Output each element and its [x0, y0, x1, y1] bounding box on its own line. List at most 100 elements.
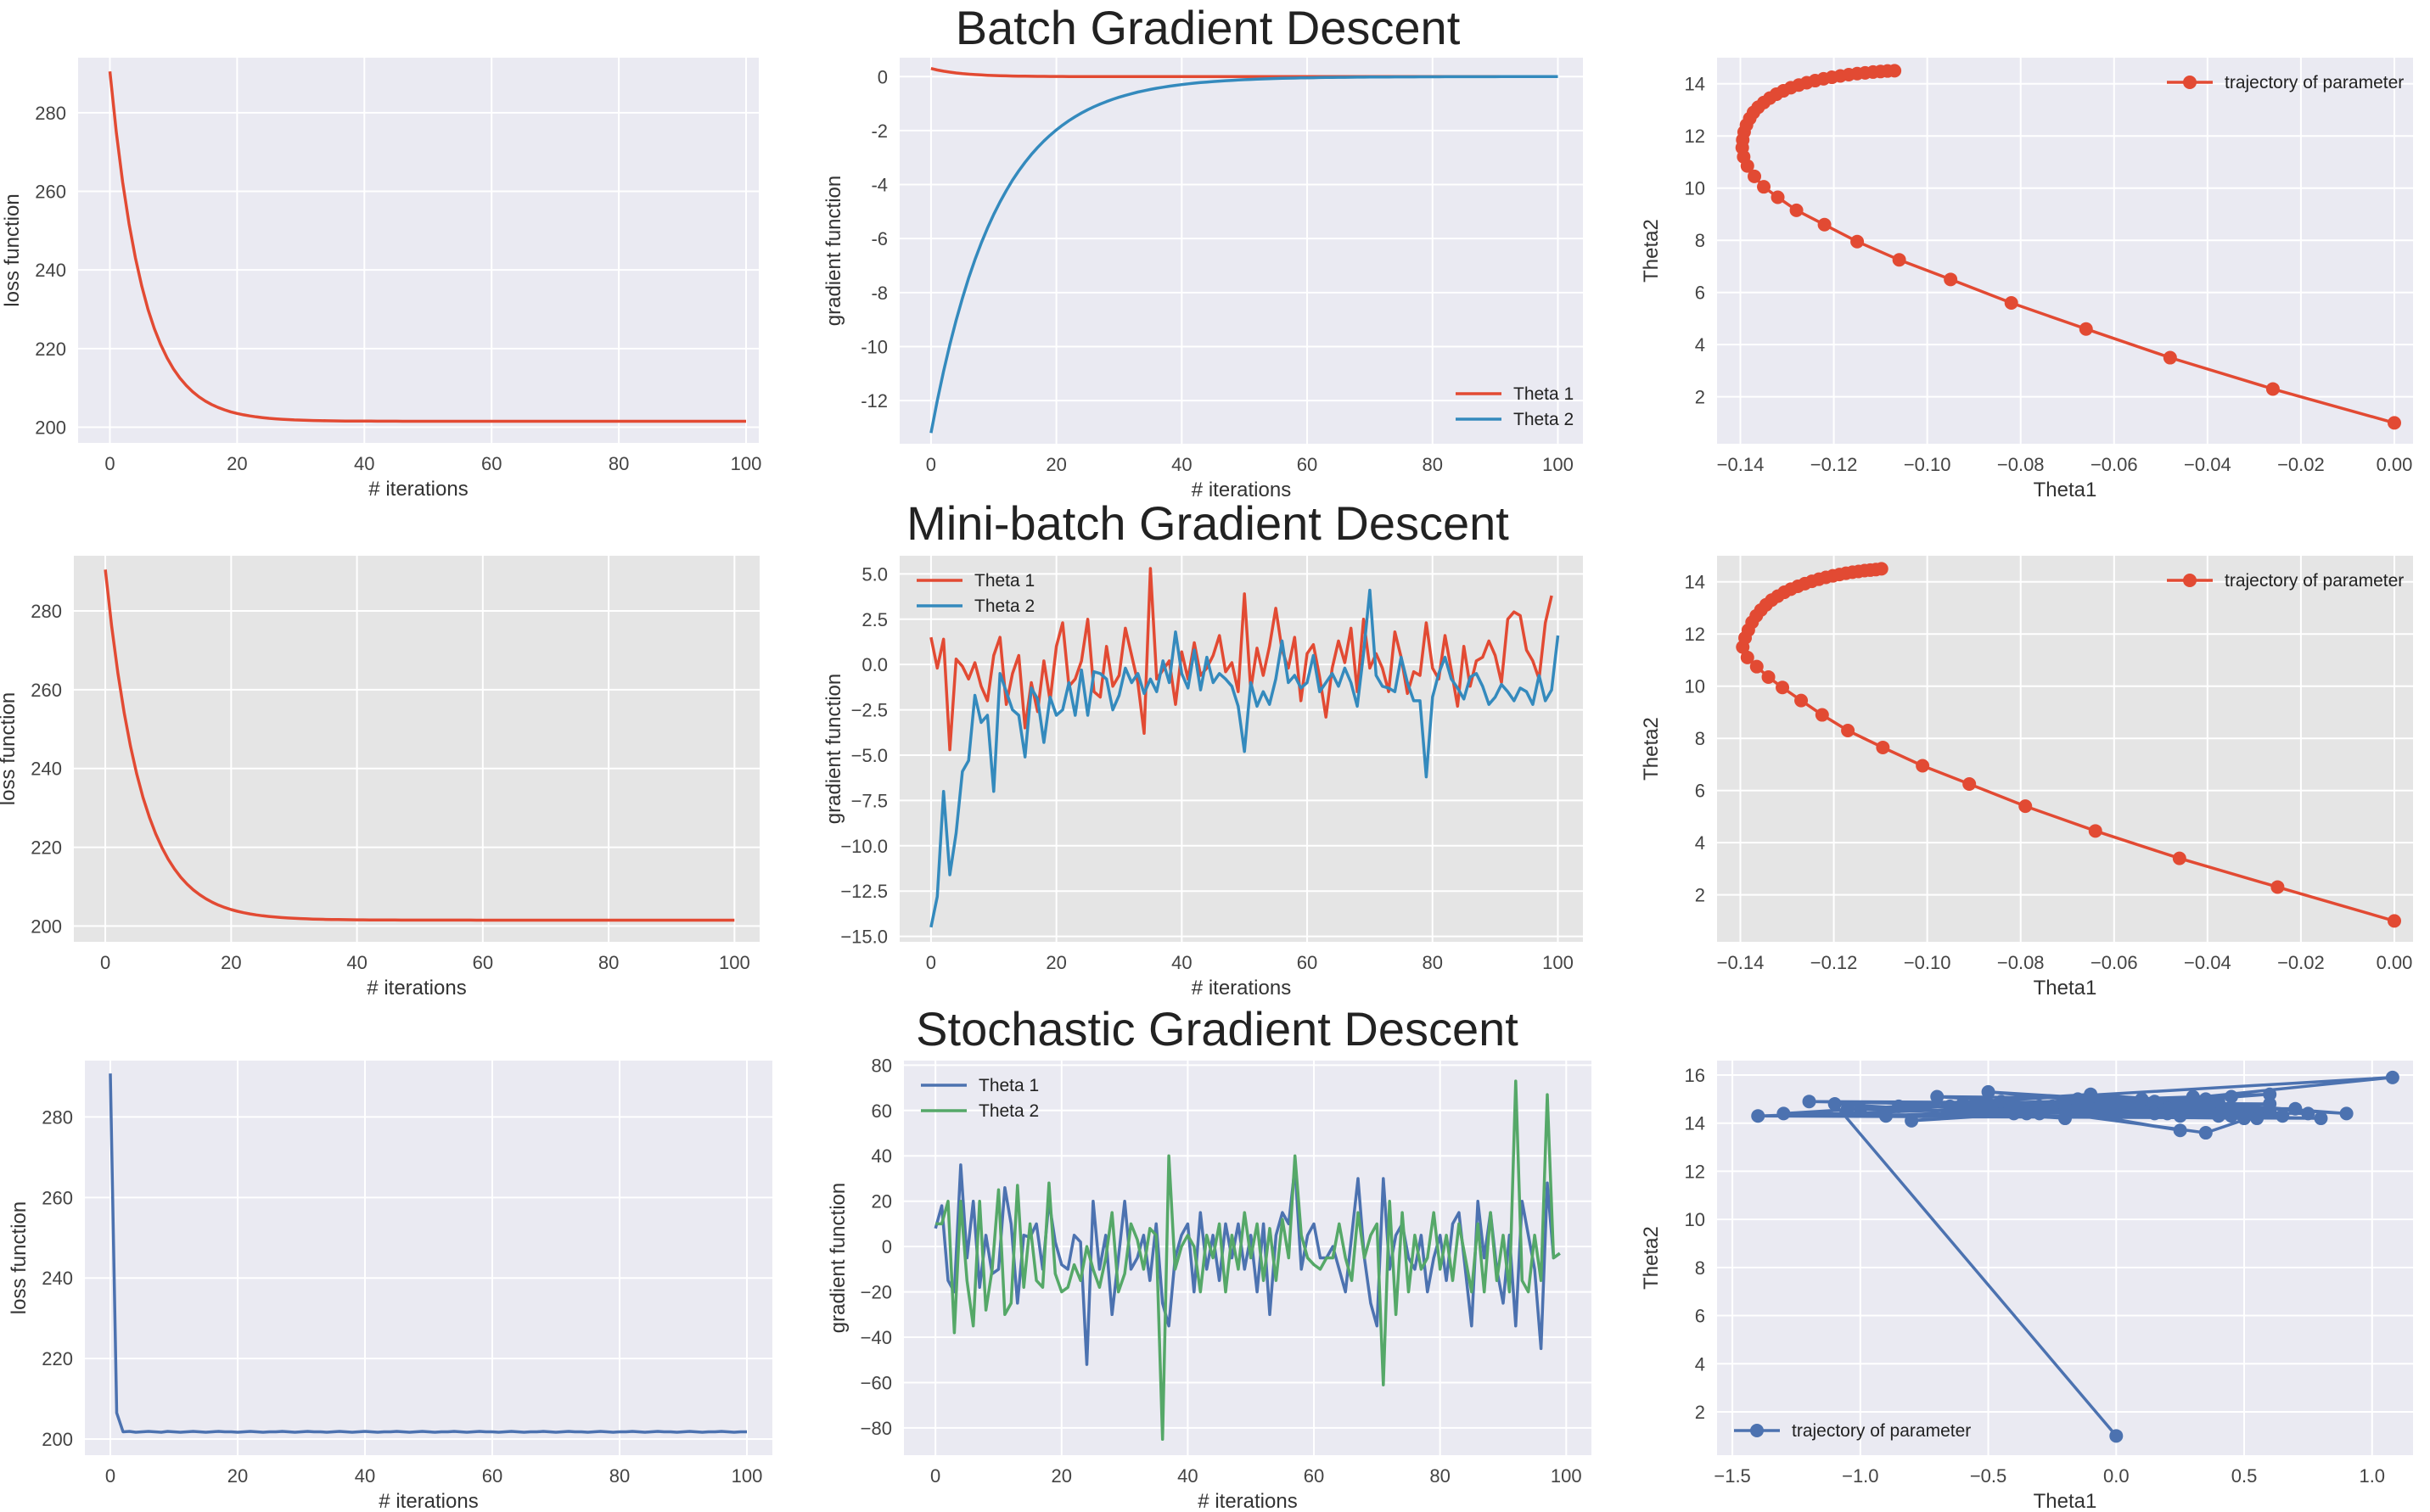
x-axis-label: # iterations [1198, 1490, 1297, 1512]
y-axis-label: Theta2 [1640, 219, 1663, 283]
series-line-theta-1 [929, 567, 1553, 752]
y-tick-label: −20 [861, 1282, 892, 1303]
y-tick-label: −80 [861, 1418, 892, 1439]
legend: Theta 1 Theta 2 [921, 1076, 1039, 1121]
x-axis-label: Theta1 [2034, 1490, 2097, 1512]
y-tick-label: 4 [1695, 334, 1705, 356]
y-axis-label: loss function [8, 1201, 31, 1314]
x-tick-label: −0.08 [1997, 454, 2045, 475]
y-tick-label: 220 [42, 1348, 73, 1369]
x-axis-label: # iterations [368, 478, 468, 501]
x-tick-label: 40 [1171, 952, 1192, 973]
x-tick-label: −0.08 [1997, 952, 2045, 973]
y-tick-label: 8 [1695, 728, 1705, 749]
legend: trajectory of parameter [1734, 1421, 1971, 1441]
data-point [1944, 272, 1958, 287]
y-tick-label: 240 [42, 1268, 73, 1289]
data-point [2004, 295, 2018, 310]
data-point [1876, 740, 1890, 754]
plot-area [1717, 58, 2413, 444]
data-point [1930, 1089, 1945, 1104]
x-tick-label: 100 [732, 1465, 763, 1487]
x-tick-label: 20 [227, 1465, 248, 1487]
y-tick-label: 20 [872, 1191, 892, 1212]
x-tick-label: 20 [1046, 952, 1066, 973]
series-line-loss [104, 569, 735, 922]
legend-marker [1750, 1424, 1764, 1437]
y-tick-label: −60 [861, 1372, 892, 1393]
x-tick-label: 40 [354, 453, 374, 474]
data-point [2160, 1106, 2175, 1121]
x-tick-label: 20 [221, 952, 241, 973]
x-tick-label: 100 [1542, 952, 1574, 973]
grad-bgd-chart: 0 20 40 60 80 100 0 -2 -4 -6 -8 -10 -12 # iterations g… [822, 58, 1583, 501]
y-tick-label: 12 [1685, 624, 1705, 645]
y-tick-label: 6 [1695, 1306, 1705, 1327]
y-tick-label: 4 [1695, 1353, 1705, 1375]
y-tick-label: 6 [1695, 283, 1705, 304]
data-point [2186, 1092, 2200, 1106]
data-point [1751, 1109, 1765, 1123]
legend-label: Theta 1 [974, 571, 1035, 591]
y-tick-label: -10 [861, 336, 888, 357]
data-point [1892, 253, 1906, 267]
legend: Theta 1 Theta 2 [1456, 384, 1574, 429]
y-tick-label: 0 [882, 1236, 892, 1257]
plot-area [900, 58, 1583, 444]
y-tick-label: 280 [31, 601, 62, 622]
x-tick-label: −0.06 [2090, 454, 2138, 475]
y-tick-label: 14 [1685, 74, 1705, 95]
data-point [1776, 680, 1790, 695]
x-tick-label: −0.06 [2090, 952, 2138, 973]
data-point [2147, 1106, 2162, 1121]
data-point [1853, 1101, 1867, 1116]
loss-sgd-chart: 0 20 40 60 80 100 200 220 240 260 280 # iterations l… [8, 1061, 772, 1512]
grad-sgd-chart: 0 20 40 60 80 100 80 60 40 20 0 −20 −40 −60 −80 # itera… [827, 1055, 1591, 1512]
y-tick-label: 240 [35, 260, 66, 281]
data-point [1840, 1101, 1855, 1116]
x-tick-label: 100 [731, 453, 762, 474]
data-point [2018, 799, 2033, 814]
x-tick-label: −0.5 [1970, 1465, 2006, 1487]
data-point [2135, 1092, 2149, 1106]
loss-bgd-chart: 0 20 40 60 80 100 200 220 240 260 280 # iterations l… [1, 58, 761, 501]
plot-area [1717, 556, 2413, 942]
legend-label: Theta 2 [979, 1101, 1039, 1121]
plot-area [74, 556, 760, 942]
data-point [2224, 1109, 2238, 1123]
y-tick-label: 2.5 [861, 609, 888, 630]
data-point [2058, 1095, 2072, 1109]
row-title-minibatch: Mini-batch Gradient Descent [906, 496, 1509, 550]
y-tick-label: 12 [1685, 126, 1705, 147]
x-tick-label: 80 [609, 453, 629, 474]
data-point [2096, 1104, 2111, 1118]
data-point [2237, 1104, 2252, 1118]
x-tick-label: 80 [1429, 1465, 1450, 1487]
data-point [1850, 234, 1865, 249]
y-tick-label: 260 [42, 1187, 73, 1208]
y-tick-label: 8 [1695, 230, 1705, 251]
legend-label: Theta 2 [1513, 410, 1574, 429]
legend-label: trajectory of parameter [2225, 571, 2404, 591]
y-tick-label: 10 [1685, 676, 1705, 697]
x-axis-label: Theta1 [2034, 977, 2097, 1000]
y-tick-label: −12.5 [840, 881, 888, 902]
data-point [1892, 1099, 1906, 1113]
y-tick-label: 40 [872, 1145, 892, 1167]
x-tick-label: 0.5 [2231, 1465, 2258, 1487]
x-tick-label: 0 [926, 454, 936, 475]
data-point [2385, 1070, 2399, 1084]
y-tick-label: 5.0 [861, 563, 888, 585]
data-point [2198, 1126, 2213, 1140]
x-tick-label: −0.14 [1717, 952, 1765, 973]
data-point [1827, 1097, 1842, 1112]
series-line-theta-2 [929, 588, 1560, 928]
traj-mbgd-chart: −0.14 −0.12 −0.10 −0.08 −0.06 −0.04 −0.02 0.00 2… [1640, 556, 2413, 1000]
legend-label: Theta 1 [979, 1076, 1039, 1095]
x-tick-label: 60 [1297, 952, 1317, 973]
y-axis-label: loss function [1, 193, 24, 306]
y-tick-label: 2 [1695, 387, 1705, 408]
x-tick-label: 60 [481, 453, 502, 474]
